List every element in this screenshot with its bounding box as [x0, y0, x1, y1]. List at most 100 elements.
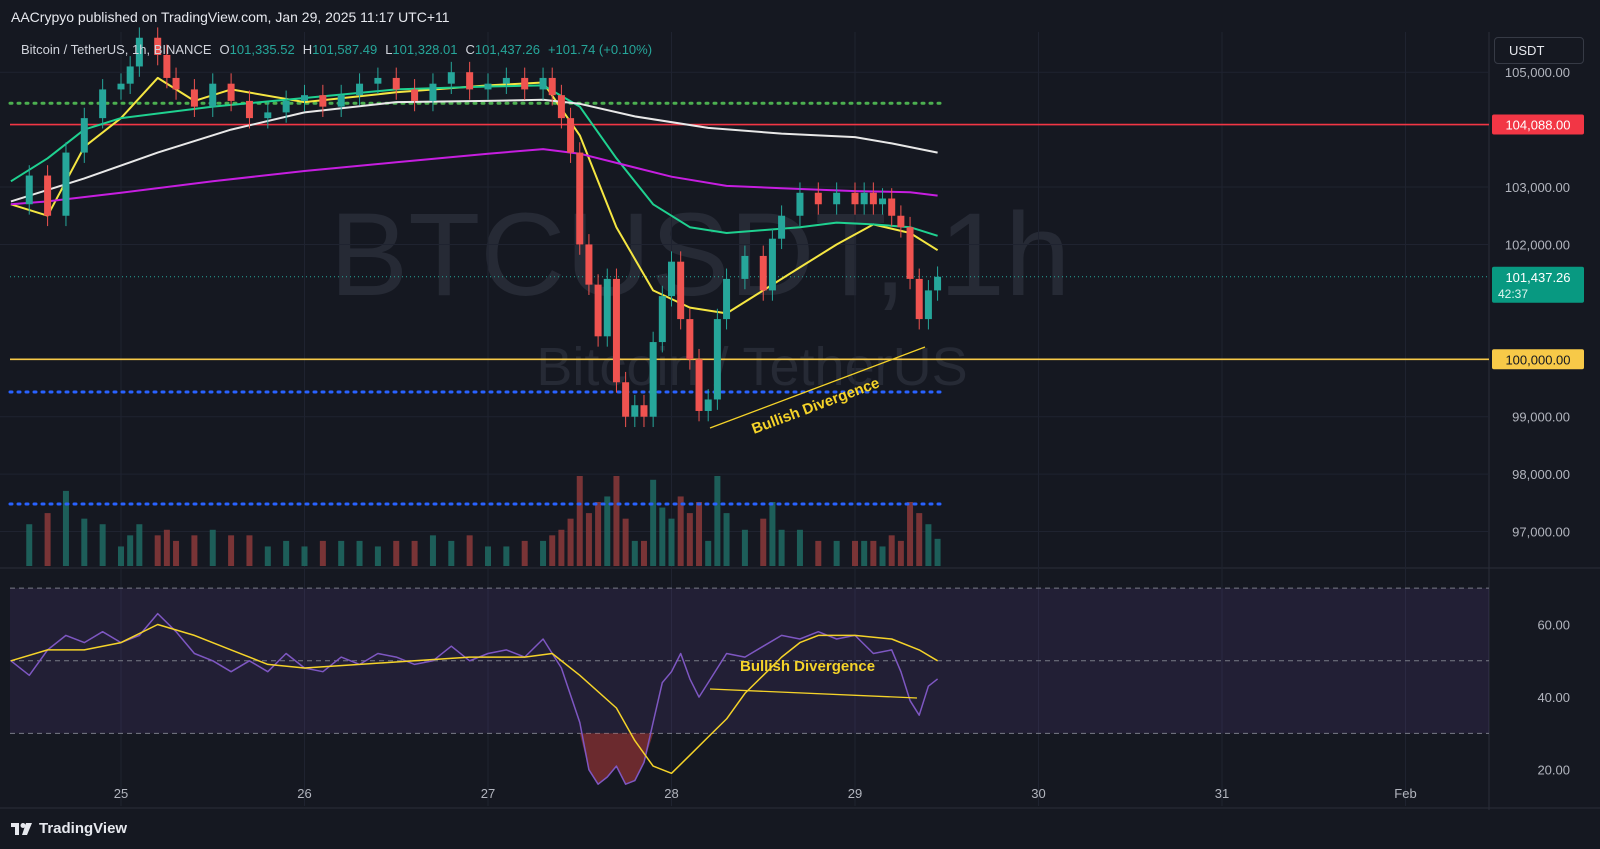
rsi-series-line [10, 623, 938, 775]
legend-c-value: 101,437.26 [474, 42, 540, 57]
price-tag-gold-bg [1492, 349, 1584, 370]
candle-body [484, 83, 492, 90]
candle-body [245, 100, 253, 119]
volume-bar [338, 540, 345, 566]
price-levels [8, 101, 1489, 506]
legend-o-value: 101,335.52 [229, 42, 295, 57]
candle-body [576, 152, 584, 245]
candle-body [126, 66, 134, 84]
x-tick-label: 30 [1031, 786, 1045, 801]
volume-bar [613, 476, 620, 566]
candle-body [612, 278, 620, 383]
candle-body [695, 359, 703, 411]
candle-body [741, 255, 749, 279]
volume-bar [567, 518, 574, 566]
candle-body [924, 290, 932, 320]
volume-bar [852, 540, 858, 566]
rsi-oversold-fill [579, 733, 663, 785]
chart-canvas[interactable]: BTCUSDT, 1h Bitcoin / TetherUS 25 26 27 28 2… [0, 0, 1600, 812]
volume-bar [640, 540, 647, 566]
tradingview-logo-icon [11, 822, 32, 835]
volume-bar [925, 524, 932, 566]
volume-bar [549, 535, 556, 566]
tradingview-logo[interactable]: TradingView [11, 820, 127, 837]
candle-body [429, 83, 437, 101]
candle-body [686, 319, 694, 360]
volume-bar [228, 535, 235, 566]
candle-body [888, 198, 896, 216]
candle-body [466, 72, 474, 90]
volume-bar [26, 524, 33, 566]
legend-symbol[interactable]: Bitcoin / TetherUS, 1h, BINANCE [21, 42, 212, 57]
price-tags: 104,088.00 100,000.00 101,437.26 42:37 [1492, 114, 1584, 370]
volume-bar [769, 502, 776, 566]
volume-bar [778, 529, 785, 566]
volume-bar [411, 540, 418, 566]
volume-bar [861, 540, 868, 566]
volume-bar [136, 524, 143, 566]
volume-bar [154, 535, 161, 566]
candles [25, 27, 942, 428]
volume-bar [796, 529, 803, 566]
candle-body [713, 319, 721, 400]
volume-bar [118, 546, 124, 566]
candle-body [897, 215, 905, 228]
candle-body [374, 77, 382, 84]
candle-body [282, 100, 290, 113]
volume-bar [466, 535, 473, 566]
y-tick-label: 97,000.00 [1512, 525, 1570, 540]
volume-bar [44, 513, 51, 566]
volume-bar [127, 535, 134, 566]
candle-body [62, 152, 70, 216]
candle-body [411, 89, 419, 101]
rsi-series-line [10, 612, 939, 785]
candle-body [934, 276, 942, 291]
candle-body [668, 261, 675, 297]
volume-bar [209, 529, 216, 566]
volume-bar [907, 502, 914, 566]
candle-body [649, 342, 657, 417]
candle-body [778, 215, 786, 239]
volume-bars [26, 476, 941, 566]
legend-c-label: C [465, 42, 475, 57]
publish-text: AACrypyo published on TradingView.com, J… [11, 9, 450, 25]
legend-h-value: 101,587.49 [312, 42, 378, 57]
x-tick-label: 27 [481, 786, 495, 801]
volume-bar [723, 513, 730, 566]
legend-l-value: 101,328.01 [392, 42, 458, 57]
volume-bar [163, 529, 170, 566]
volume-bar [714, 476, 721, 566]
candle-body [99, 89, 107, 119]
candle-body [227, 83, 235, 101]
volume-bar [833, 540, 840, 566]
volume-bar [393, 540, 400, 566]
volume-bar [62, 490, 69, 566]
price-divergence-line [709, 346, 926, 429]
grid [0, 32, 1489, 806]
publish-header: AACrypyo published on TradingView.com, J… [0, 0, 1600, 32]
volume-bar [879, 546, 886, 566]
tradingview-logo-text: TradingView [39, 820, 128, 837]
candle-body [567, 118, 575, 153]
volume-bar [622, 518, 629, 566]
candle-body [723, 278, 731, 320]
currency-button[interactable]: USDT [1494, 37, 1584, 64]
moving-average-line [10, 84, 938, 237]
volume-bar [760, 518, 767, 566]
volume-bar [916, 513, 923, 566]
last-price-value: 101,437.26 [1505, 270, 1570, 285]
rsi-pane [10, 587, 1489, 785]
candle-body [392, 77, 400, 90]
candle-body [154, 37, 162, 55]
watermark-name: Bitcoin / TetherUS [536, 337, 967, 397]
volume-bar [576, 476, 583, 566]
y-tick-label: 103,000.00 [1505, 180, 1570, 195]
candle-body [851, 192, 859, 205]
candle-body [833, 192, 841, 205]
candle-body [25, 175, 33, 205]
footer: TradingView [0, 812, 1600, 849]
candle-body [759, 255, 767, 291]
candle-body [704, 399, 712, 411]
volume-bar [595, 502, 602, 566]
legend-l-label: L [385, 42, 393, 57]
